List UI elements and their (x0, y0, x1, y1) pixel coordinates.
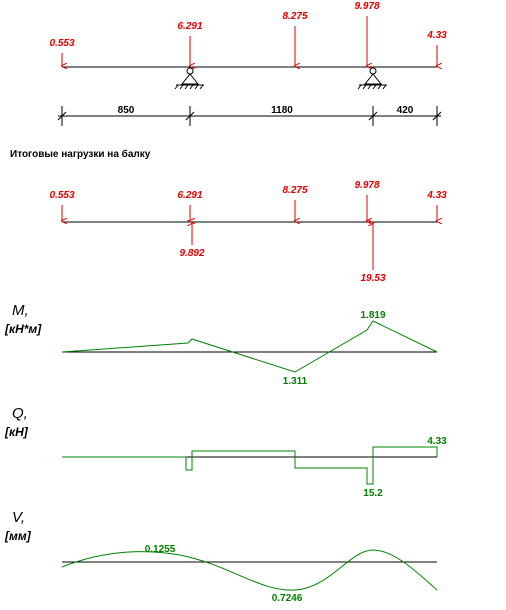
section-title: Итоговые нагрузки на балку (10, 148, 151, 160)
reaction-label: 9.892 (179, 248, 204, 259)
load-label: 6.291 (177, 21, 202, 32)
load-label: 9.978 (354, 180, 379, 191)
diagram-unit: [кН] (4, 425, 29, 439)
diagram-symbol: V, (12, 509, 25, 526)
diagram-unit: [кН*м] (4, 322, 42, 336)
support (357, 67, 387, 90)
support (174, 67, 204, 90)
diagram-label: 1.311 (283, 376, 308, 387)
load-label: 6.291 (177, 190, 202, 201)
load-label: 4.33 (426, 30, 447, 41)
load-label: 0.553 (49, 38, 74, 49)
load-label: 0.553 (49, 190, 74, 201)
diagram-symbol: Q, (12, 405, 28, 422)
diagram-symbol: M, (12, 302, 29, 319)
diagram-label: 0.7246 (272, 593, 303, 604)
shear-diagram (62, 446, 438, 485)
dimension-line (57, 106, 442, 126)
diagram-label: 0.1255 (145, 544, 176, 555)
moment-diagram (61, 320, 438, 373)
span-label: 420 (397, 105, 414, 116)
span-label: 850 (118, 105, 135, 116)
diagram-label: 15.2 (363, 488, 383, 499)
deflection-diagram (61, 549, 438, 591)
reaction-label: 19.53 (360, 273, 385, 284)
load-label: 8.275 (282, 185, 307, 196)
diagram-unit: [мм] (4, 529, 32, 543)
load-label: 4.33 (426, 190, 447, 201)
load-label: 8.275 (282, 11, 307, 22)
diagram-label: 4.33 (427, 436, 447, 447)
span-label: 1180 (271, 105, 293, 116)
diagram-label: 1.819 (360, 310, 385, 321)
load-label: 9.978 (354, 1, 379, 12)
